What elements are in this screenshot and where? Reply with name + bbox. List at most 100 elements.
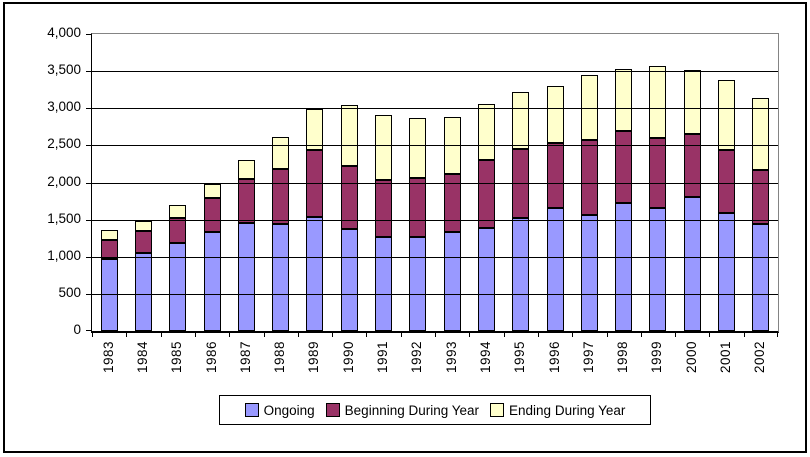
y-tick-label: 1,000 <box>47 248 81 263</box>
legend: Ongoing Beginning During Year Ending Durin… <box>219 395 651 425</box>
x-label-cell: 1993 <box>434 338 468 390</box>
x-tick <box>675 333 676 337</box>
x-label-cell: 1987 <box>228 338 262 390</box>
bar-segment <box>546 86 564 143</box>
x-tick-label: 2001 <box>717 341 733 374</box>
x-tick-label: 2000 <box>683 341 699 374</box>
bar-segment <box>409 118 427 178</box>
gridline-2500 <box>92 145 778 146</box>
x-tick-label: 1987 <box>237 341 253 374</box>
stacked-bar-1997 <box>580 75 598 331</box>
x-tick <box>264 333 265 337</box>
bar-segment <box>443 232 461 331</box>
bar-segment <box>375 115 393 180</box>
bar-segment <box>272 224 290 331</box>
bar-segment <box>752 170 770 224</box>
legend-item-beginning-during-year: Beginning During Year <box>325 403 479 418</box>
bar-slot-1999 <box>641 34 675 331</box>
bar-segment <box>237 179 255 223</box>
x-label-cell: 1988 <box>262 338 296 390</box>
stacked-bar-1986 <box>203 184 221 331</box>
legend-swatch <box>490 403 505 417</box>
bar-segment <box>203 184 221 198</box>
bar-segment <box>203 198 221 232</box>
bar-segment <box>272 169 290 224</box>
chart-frame: 4,000 3,500 3,000 2,500 2,000 1,500 1,000 500 0 … <box>3 2 807 453</box>
y-tick <box>86 71 92 72</box>
y-tick <box>86 294 92 295</box>
x-label-cell: 1998 <box>605 338 639 390</box>
gridline-2000 <box>92 183 778 184</box>
bar-segment <box>340 229 358 331</box>
bar-segment <box>134 231 152 253</box>
x-tick-label: 1988 <box>272 341 288 374</box>
x-tick <box>92 333 93 337</box>
bar-slot-1997 <box>572 34 606 331</box>
bar-segment <box>272 137 290 169</box>
bar-segment <box>375 180 393 237</box>
x-tick-label: 1995 <box>512 341 528 374</box>
x-tick <box>709 333 710 337</box>
legend-label: Ending During Year <box>509 402 626 418</box>
x-label-cell: 2002 <box>743 338 777 390</box>
stacked-bar-1983 <box>100 230 118 331</box>
bar-segment <box>340 105 358 166</box>
x-tick <box>607 333 608 337</box>
stacked-bar-1992 <box>409 118 427 331</box>
stacked-bar-1984 <box>134 221 152 331</box>
x-tick <box>401 333 402 337</box>
bar-slot-1992 <box>401 34 435 331</box>
bar-segment <box>100 259 118 331</box>
bar-segment <box>237 223 255 331</box>
x-tick <box>229 333 230 337</box>
x-tick-label: 1989 <box>306 341 322 374</box>
x-tick-label: 1990 <box>340 341 356 374</box>
stacked-bar-1998 <box>615 69 633 331</box>
stacked-bar-1988 <box>272 137 290 331</box>
bar-segment <box>169 243 187 331</box>
plot-area <box>86 33 779 337</box>
y-tick <box>86 220 92 221</box>
stacked-bar-1996 <box>546 86 564 331</box>
x-tick <box>504 333 505 337</box>
x-tick-label: 1992 <box>409 341 425 374</box>
y-tick-label: 500 <box>58 285 81 300</box>
x-label-cell: 1999 <box>640 338 674 390</box>
y-tick <box>86 34 92 35</box>
bars-layer <box>92 34 778 331</box>
x-label-cell: 1983 <box>91 338 125 390</box>
bar-slot-2000 <box>675 34 709 331</box>
x-label-cell: 1990 <box>331 338 365 390</box>
bar-segment <box>169 218 187 243</box>
stacked-bar-1999 <box>649 66 667 331</box>
x-label-cell: 1984 <box>125 338 159 390</box>
stacked-bar-1987 <box>237 160 255 331</box>
bar-segment <box>683 197 701 331</box>
bar-segment <box>615 131 633 203</box>
y-tick-label: 4,000 <box>47 25 81 40</box>
bar-segment <box>752 98 770 170</box>
stacked-bar-1994 <box>477 104 495 331</box>
stacked-bar-1995 <box>512 92 530 331</box>
bar-segment <box>477 104 495 160</box>
y-axis-labels: 4,000 3,500 3,000 2,500 2,000 1,500 1,000 500 0 <box>5 25 81 337</box>
stacked-bar-1985 <box>169 205 187 331</box>
bar-slot-1996 <box>538 34 572 331</box>
bar-segment <box>683 70 701 134</box>
bar-segment <box>134 253 152 331</box>
y-tick-label: 0 <box>73 322 81 337</box>
x-label-cell: 1992 <box>400 338 434 390</box>
y-tick-label: 3,000 <box>47 99 81 114</box>
x-tick-label: 1983 <box>100 341 116 374</box>
x-tick-label: 1993 <box>443 341 459 374</box>
x-tick-label: 1998 <box>615 341 631 374</box>
x-tick <box>435 333 436 337</box>
bar-segment <box>546 143 564 208</box>
x-tick <box>469 333 470 337</box>
y-tick-label: 2,500 <box>47 136 81 151</box>
bar-segment <box>100 240 118 259</box>
y-tick-label: 2,000 <box>47 174 81 189</box>
y-tick <box>86 108 92 109</box>
bar-segment <box>717 150 735 213</box>
bar-slot-1990 <box>332 34 366 331</box>
